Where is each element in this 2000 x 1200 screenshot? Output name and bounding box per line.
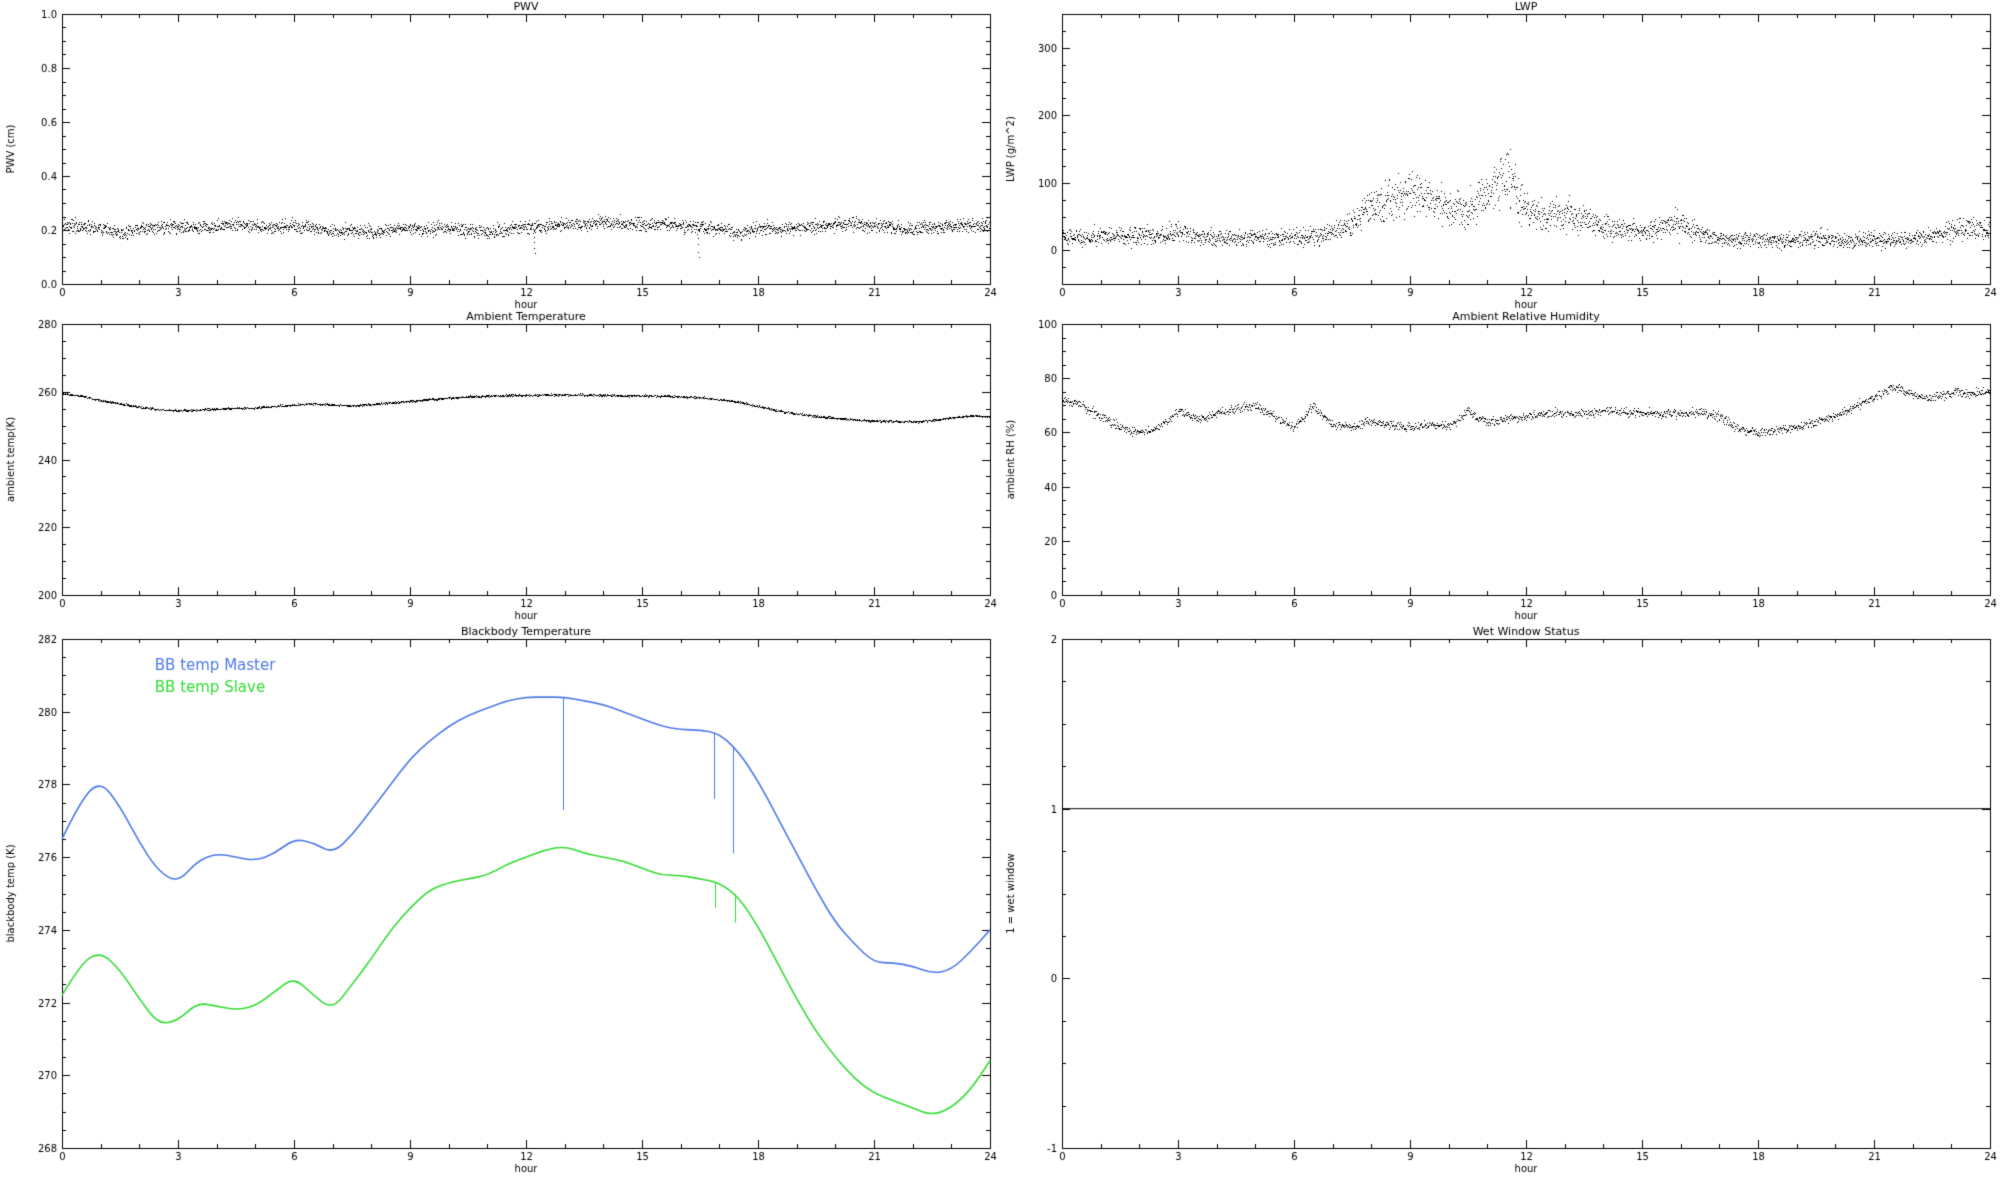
panel-ambient-relative-humidity — [1000, 310, 2000, 625]
blackbody-temperature-chart — [0, 625, 1000, 1200]
panel-blackbody-temperature — [0, 625, 1000, 1200]
lwp-chart — [1000, 0, 2000, 310]
pwv-chart — [0, 0, 1000, 310]
panel-pwv — [0, 0, 1000, 310]
ambient-temperature-chart — [0, 310, 1000, 625]
panel-ambient-temperature — [0, 310, 1000, 625]
panel-lwp — [1000, 0, 2000, 310]
wet-window-status-chart — [1000, 625, 2000, 1200]
panel-wet-window-status — [1000, 625, 2000, 1200]
ambient-relative-humidity-chart — [1000, 310, 2000, 625]
